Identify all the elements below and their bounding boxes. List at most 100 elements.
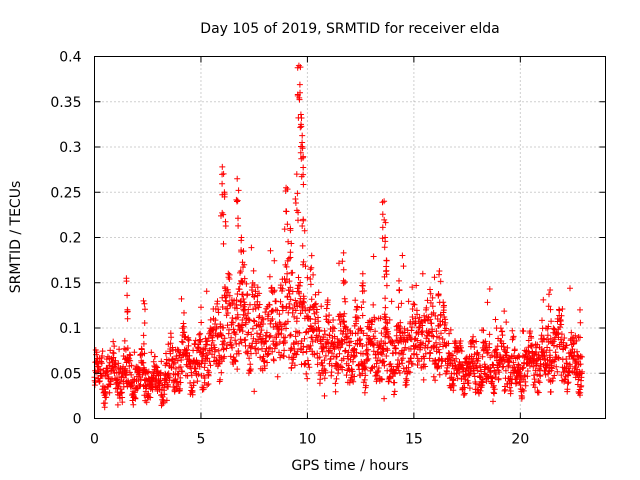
data-point xyxy=(383,319,390,326)
data-point xyxy=(224,305,231,312)
data-point xyxy=(419,322,426,329)
data-point xyxy=(488,352,495,359)
data-point xyxy=(314,306,320,313)
data-point xyxy=(207,362,214,369)
data-point xyxy=(524,368,531,374)
data-point xyxy=(540,296,547,303)
data-point xyxy=(251,293,258,300)
data-point xyxy=(339,340,346,347)
data-point xyxy=(566,367,573,374)
data-point xyxy=(496,369,503,376)
data-point xyxy=(564,380,571,387)
data-point xyxy=(303,370,310,377)
data-point xyxy=(286,300,293,307)
data-point xyxy=(143,399,150,406)
data-point xyxy=(225,289,232,296)
data-point xyxy=(227,353,234,360)
data-point xyxy=(427,299,434,306)
data-point xyxy=(308,264,315,271)
data-point xyxy=(226,292,233,299)
data-point xyxy=(203,288,210,295)
data-point xyxy=(267,320,274,327)
data-point xyxy=(244,291,251,298)
data-point xyxy=(530,363,537,370)
data-point xyxy=(274,373,281,380)
data-point xyxy=(510,359,517,366)
data-point xyxy=(403,377,410,384)
data-point xyxy=(256,290,263,297)
data-point xyxy=(394,322,401,329)
data-point xyxy=(479,376,486,383)
data-point xyxy=(408,355,415,362)
data-point xyxy=(299,132,306,139)
data-point xyxy=(554,368,561,375)
data-point xyxy=(528,335,535,341)
data-point xyxy=(351,346,358,353)
data-point xyxy=(287,332,293,339)
data-point xyxy=(321,357,328,364)
data-point xyxy=(479,353,486,360)
data-point xyxy=(292,297,299,304)
data-point xyxy=(346,342,353,349)
data-point xyxy=(527,328,534,335)
data-point xyxy=(388,298,395,305)
data-point xyxy=(361,376,368,383)
data-point xyxy=(284,318,291,325)
data-point xyxy=(311,351,318,358)
data-point xyxy=(547,338,554,345)
data-point xyxy=(477,387,484,394)
data-point xyxy=(296,290,303,297)
data-point xyxy=(302,307,309,314)
data-point xyxy=(353,349,360,356)
data-point xyxy=(382,238,389,245)
data-point xyxy=(383,257,390,264)
data-point xyxy=(559,306,566,312)
data-point xyxy=(239,291,245,298)
data-point xyxy=(204,382,211,389)
data-point xyxy=(340,313,347,320)
data-point xyxy=(285,255,292,262)
data-point xyxy=(384,347,391,354)
data-point xyxy=(436,299,443,306)
data-point xyxy=(575,376,582,383)
data-point xyxy=(287,284,294,291)
data-point xyxy=(443,325,450,332)
x-axis-label: GPS time / hours xyxy=(291,458,408,474)
data-point xyxy=(266,301,273,308)
data-point xyxy=(297,279,304,286)
data-point xyxy=(158,358,165,365)
data-point xyxy=(367,326,374,333)
x-tick-label: 20 xyxy=(511,432,529,448)
data-point xyxy=(269,316,276,322)
data-point xyxy=(263,337,270,344)
data-point xyxy=(462,368,469,374)
data-point xyxy=(370,341,376,348)
data-point xyxy=(411,301,418,308)
data-point xyxy=(357,336,363,343)
data-point xyxy=(429,303,436,310)
data-point xyxy=(297,89,303,96)
data-point xyxy=(277,282,284,289)
data-point xyxy=(233,196,240,203)
data-point xyxy=(390,350,397,357)
data-point xyxy=(485,349,492,356)
y-tick-label: 0.3 xyxy=(59,140,81,156)
data-point xyxy=(561,335,568,341)
data-point xyxy=(265,345,272,352)
data-point xyxy=(578,382,585,389)
data-point xyxy=(470,333,477,340)
data-point xyxy=(427,290,434,297)
data-point xyxy=(557,324,563,331)
data-point xyxy=(389,338,396,345)
data-point xyxy=(550,342,557,349)
data-point xyxy=(336,350,343,357)
data-point xyxy=(408,327,415,334)
data-point xyxy=(276,311,283,318)
data-point xyxy=(259,335,266,342)
data-point xyxy=(515,362,522,369)
data-point xyxy=(151,353,158,360)
data-point xyxy=(116,346,123,353)
data-point xyxy=(381,311,388,318)
data-point xyxy=(199,346,206,353)
data-point xyxy=(271,345,278,352)
